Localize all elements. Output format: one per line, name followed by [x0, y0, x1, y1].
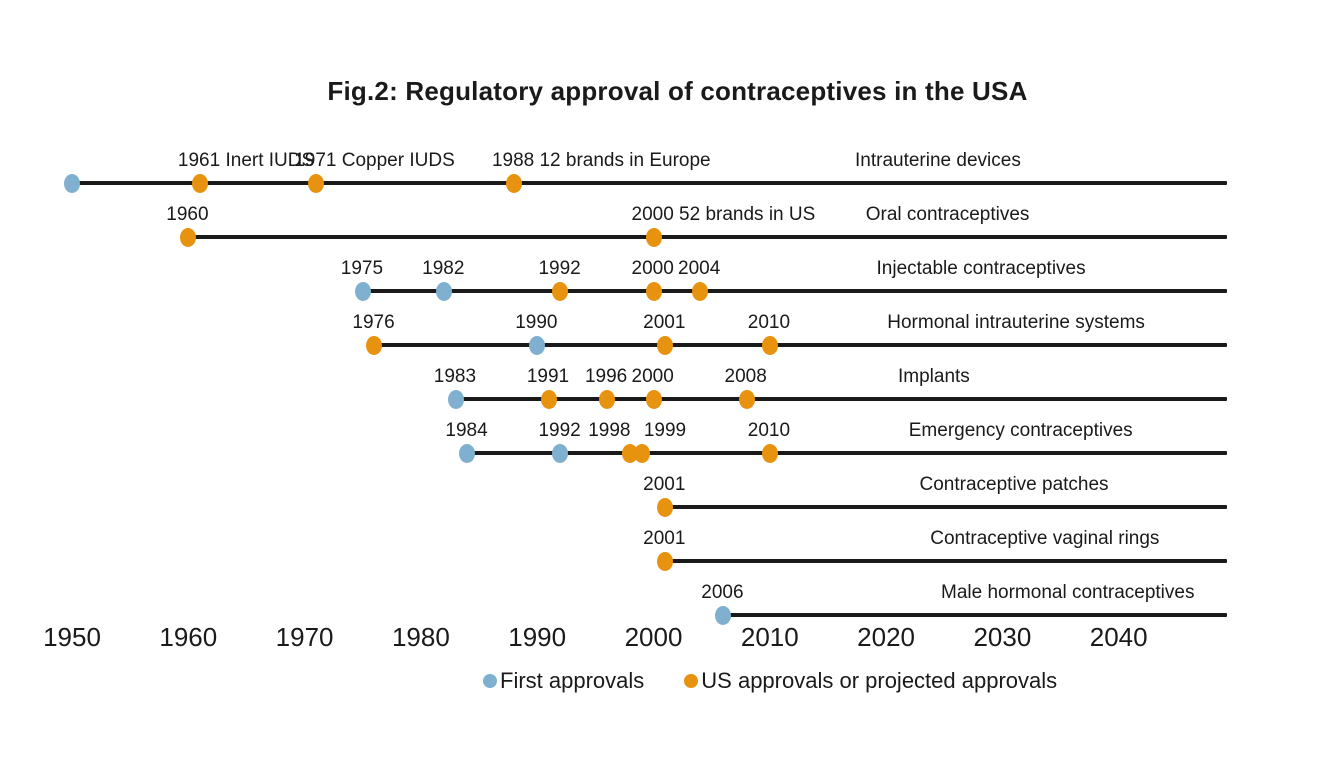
- event-dot-first: [354, 282, 371, 301]
- event-dot-us: [366, 336, 383, 355]
- event-label: 2001: [643, 474, 686, 495]
- event-label: 1975: [340, 258, 384, 279]
- event-label: 2010: [747, 420, 791, 441]
- axis-tick-label: 2010: [740, 622, 799, 652]
- event-label: 2006: [701, 582, 744, 603]
- category-label: Implants: [898, 366, 970, 387]
- event-dot-first: [447, 390, 464, 409]
- legend-item: US approvals or projected approvals: [684, 668, 1057, 694]
- timeline-line: [72, 181, 1227, 185]
- axis-tick-label: 1960: [159, 622, 218, 652]
- event-label: 2001: [643, 312, 686, 333]
- event-label: 1976: [352, 312, 395, 333]
- event-label: 2001: [643, 528, 686, 549]
- timeline-line: [467, 451, 1227, 455]
- event-label: 1999: [643, 420, 687, 441]
- axis-tick-label: 2020: [857, 622, 916, 652]
- axis-tick-label: 1970: [275, 622, 334, 652]
- axis-tick-label: 1990: [508, 622, 567, 652]
- timeline-line: [665, 559, 1227, 563]
- event-label: 1960: [166, 204, 209, 225]
- event-dot-us: [645, 282, 662, 301]
- axis-tick-label: 1950: [43, 622, 101, 652]
- event-dot-us: [191, 174, 208, 193]
- event-dot-first: [436, 282, 453, 301]
- event-dot-us: [540, 390, 557, 409]
- legend-label: US approvals or projected approvals: [701, 668, 1058, 693]
- chart-title: Fig.2: Regulatory approval of contracept…: [327, 76, 1028, 106]
- timeline-line: [374, 343, 1227, 347]
- event-dot-first: [459, 444, 476, 463]
- event-dot-us: [180, 228, 197, 247]
- event-label: 2010: [747, 312, 791, 333]
- category-label: Oral contraceptives: [865, 204, 1030, 225]
- legend-dot-us: [684, 674, 699, 688]
- event-label: 1984: [445, 420, 488, 441]
- timeline-line: [362, 289, 1227, 293]
- event-label: 1992: [538, 420, 581, 441]
- category-label: Contraceptive vaginal rings: [930, 528, 1160, 549]
- event-label: 1990: [515, 312, 558, 333]
- legend-item: First approvals: [483, 668, 644, 694]
- event-dot-first: [552, 444, 569, 463]
- event-label: 1983: [433, 366, 477, 387]
- legend-label: First approvals: [500, 668, 645, 693]
- event-label: 1961 Inert IUDS: [177, 150, 315, 171]
- event-dot-us: [761, 444, 778, 463]
- event-label: 2004: [678, 258, 721, 279]
- timeline-line: [665, 505, 1227, 509]
- category-label: Contraceptive patches: [919, 474, 1109, 495]
- event-dot-us: [598, 390, 615, 409]
- event-dot-us: [645, 390, 662, 409]
- timeline-line: [723, 613, 1227, 617]
- event-dot-first: [715, 606, 732, 625]
- event-dot-us: [657, 336, 674, 355]
- event-dot-us: [657, 552, 674, 571]
- event-dot-us: [308, 174, 325, 193]
- category-label: Male hormonal contraceptives: [941, 582, 1195, 603]
- legend: First approvals US approvals or projected…: [483, 668, 1057, 694]
- event-label: 1991: [526, 366, 570, 387]
- timeline-line: [188, 235, 1227, 239]
- event-dot-us: [692, 282, 709, 301]
- event-dot-us: [761, 336, 778, 355]
- event-dot-first: [529, 336, 546, 355]
- axis-tick-label: 2000: [624, 622, 683, 652]
- event-dot-us: [505, 174, 522, 193]
- event-label: 2000: [631, 258, 674, 279]
- event-label: 1998: [588, 420, 631, 441]
- event-dot-first: [64, 174, 80, 193]
- category-label: Intrauterine devices: [855, 150, 1021, 171]
- event-label: 2000: [631, 366, 674, 387]
- event-dot-us: [552, 282, 569, 301]
- legend-dot-first: [483, 674, 497, 688]
- event-label: 1971 Copper IUDS: [294, 150, 455, 171]
- category-label: Emergency contraceptives: [908, 420, 1133, 441]
- event-label: 2000 52 brands in US: [631, 204, 816, 225]
- axis-tick-label: 2040: [1089, 622, 1148, 652]
- category-label: Hormonal intrauterine systems: [887, 312, 1145, 333]
- event-label: 2008: [724, 366, 767, 387]
- event-label: 1988 12 brands in Europe: [491, 150, 711, 171]
- event-label: 1992: [538, 258, 581, 279]
- axis-tick-label: 2030: [973, 622, 1032, 652]
- event-dot-us: [657, 498, 674, 517]
- event-dot-us: [738, 390, 755, 409]
- event-dot-us: [633, 444, 650, 463]
- timeline-line: [455, 397, 1227, 401]
- event-label: 1982: [422, 258, 465, 279]
- axis-tick-label: 1980: [391, 622, 450, 652]
- category-label: Injectable contraceptives: [876, 258, 1086, 279]
- event-dot-us: [645, 228, 662, 247]
- event-label: 1996: [584, 366, 628, 387]
